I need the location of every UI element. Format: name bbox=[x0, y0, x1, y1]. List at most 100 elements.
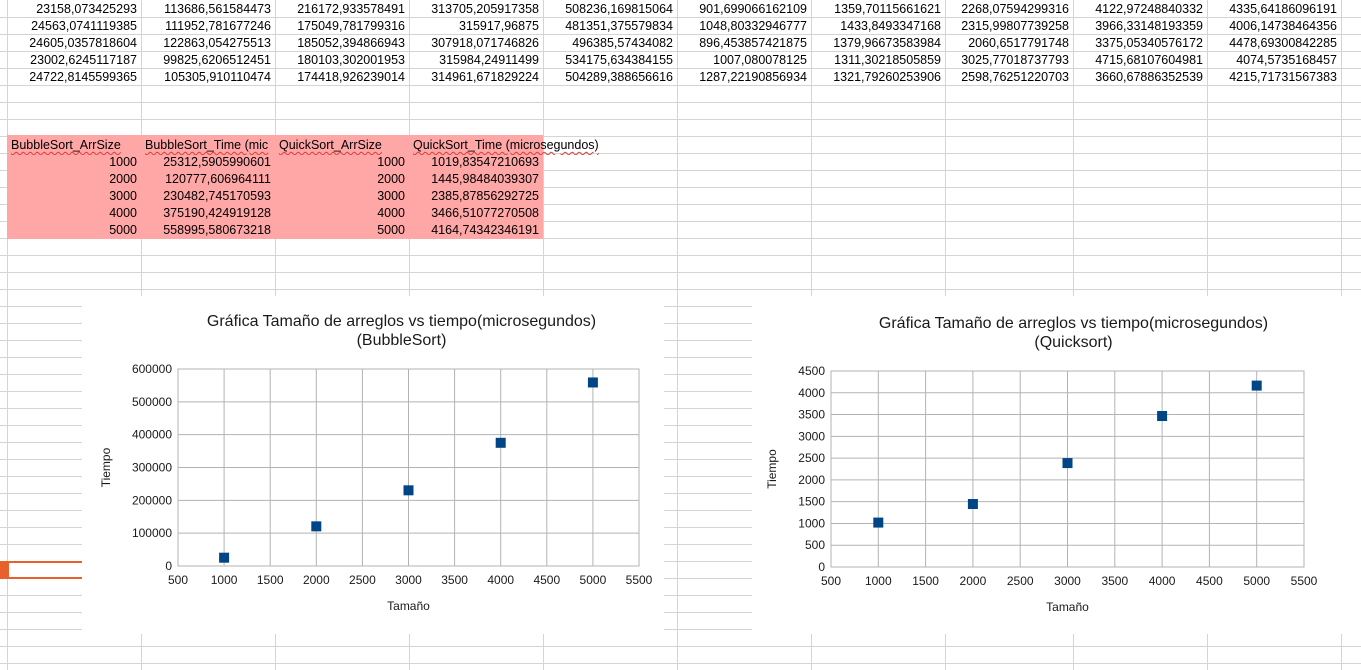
cell[interactable]: 4335,64186096191 bbox=[1229, 2, 1337, 16]
cell[interactable]: 315917,96875 bbox=[459, 19, 539, 33]
cell[interactable]: 3966,33148193359 bbox=[1095, 19, 1203, 33]
summary-header-cell[interactable]: QuickSort_Time (microsegundos) bbox=[409, 135, 609, 155]
cell[interactable]: 496385,57434082 bbox=[572, 36, 673, 50]
cell[interactable]: 313705,205917358 bbox=[431, 2, 539, 16]
row-gridline bbox=[0, 544, 1361, 545]
cell[interactable]: 4074,5735168457 bbox=[1236, 53, 1337, 67]
cell[interactable]: 1321,79260253906 bbox=[833, 70, 941, 84]
data-point[interactable] bbox=[1251, 380, 1262, 391]
cell[interactable]: 4000 bbox=[377, 206, 405, 220]
cell[interactable]: 1000 bbox=[377, 155, 405, 169]
summary-header-cell[interactable]: QuickSort_ArrSize bbox=[275, 135, 409, 155]
cell[interactable]: 375190,424919128 bbox=[163, 206, 271, 220]
cell[interactable]: 901,699066162109 bbox=[699, 2, 807, 16]
cell[interactable]: 99825,6206512451 bbox=[163, 53, 271, 67]
cell[interactable]: 230482,745170593 bbox=[163, 189, 271, 203]
cell[interactable]: 1000 bbox=[109, 155, 137, 169]
cell[interactable]: 216172,933578491 bbox=[297, 2, 405, 16]
cell[interactable]: 24605,0357818604 bbox=[29, 36, 137, 50]
summary-header-cell[interactable]: BubbleSort_ArrSize bbox=[7, 135, 141, 155]
cell[interactable]: 4215,71731567383 bbox=[1229, 70, 1337, 84]
cell[interactable]: 1311,30218505859 bbox=[834, 53, 941, 67]
data-point[interactable] bbox=[1157, 411, 1168, 422]
data-point[interactable] bbox=[587, 377, 598, 388]
data-point[interactable] bbox=[873, 517, 884, 528]
cell[interactable]: 1379,96673583984 bbox=[833, 36, 941, 50]
cell[interactable]: 307918,071746826 bbox=[431, 36, 539, 50]
cell[interactable]: 1445,98484039307 bbox=[431, 172, 539, 186]
cell[interactable]: 4000 bbox=[109, 206, 137, 220]
active-row-marker bbox=[0, 561, 7, 579]
data-point[interactable] bbox=[311, 521, 322, 532]
cell[interactable]: 175049,781799316 bbox=[297, 19, 405, 33]
data-point[interactable] bbox=[219, 552, 230, 563]
cell[interactable]: 2268,07594299316 bbox=[961, 2, 1069, 16]
cell[interactable]: 24722,8145599365 bbox=[29, 70, 137, 84]
cell[interactable]: 4122,97248840332 bbox=[1095, 2, 1203, 16]
cell[interactable]: 1359,70115661621 bbox=[834, 2, 941, 16]
data-point[interactable] bbox=[1062, 458, 1073, 469]
cell[interactable]: 508236,169815064 bbox=[565, 2, 673, 16]
cell[interactable]: 3025,77018737793 bbox=[961, 53, 1069, 67]
cell[interactable]: 1048,80332946777 bbox=[699, 19, 807, 33]
data-point[interactable] bbox=[495, 437, 506, 448]
cell[interactable]: 1433,8493347168 bbox=[840, 19, 941, 33]
cell[interactable]: 3466,51077270508 bbox=[431, 206, 539, 220]
cell[interactable]: 23158,073425293 bbox=[36, 2, 137, 16]
cell[interactable]: 314961,671829224 bbox=[431, 70, 539, 84]
cell[interactable]: 180103,302001953 bbox=[297, 53, 405, 67]
cell[interactable]: 504289,388656616 bbox=[565, 70, 673, 84]
cell[interactable]: 534175,634384155 bbox=[565, 53, 673, 67]
cell[interactable]: 113686,561584473 bbox=[164, 2, 271, 16]
cell[interactable]: 23002,6245117187 bbox=[30, 53, 137, 67]
cell[interactable]: 1007,080078125 bbox=[713, 53, 807, 67]
cell[interactable]: 4715,68107604981 bbox=[1095, 53, 1203, 67]
cell[interactable]: 481351,375579834 bbox=[565, 19, 673, 33]
cell[interactable]: 2315,99807739258 bbox=[961, 19, 1069, 33]
summary-header-text: BubbleSort_Time (mic bbox=[145, 138, 269, 152]
row-gridline bbox=[0, 323, 1361, 324]
cell[interactable]: 1287,22190856934 bbox=[699, 70, 807, 84]
cell[interactable]: 3660,67886352539 bbox=[1095, 70, 1203, 84]
summary-header-text: QuickSort_Time (microsegundos) bbox=[413, 138, 599, 152]
cell[interactable]: 896,453857421875 bbox=[699, 36, 807, 50]
bubblesort-chart[interactable]: Gráfica Tamaño de arreglos vs tiempo(mic… bbox=[82, 296, 664, 634]
data-point[interactable] bbox=[403, 485, 414, 496]
cell[interactable]: 2060,6517791748 bbox=[968, 36, 1069, 50]
cell[interactable]: 174418,926239014 bbox=[297, 70, 405, 84]
row-gridline bbox=[0, 221, 1361, 222]
cell[interactable]: 111952,781677246 bbox=[165, 19, 271, 33]
cell[interactable]: 120777,606964111 bbox=[165, 172, 271, 186]
cell[interactable]: 5000 bbox=[377, 223, 405, 237]
row-gridline bbox=[0, 68, 1361, 69]
cell[interactable]: 4478,69300842285 bbox=[1229, 36, 1337, 50]
cell[interactable]: 3375,05340576172 bbox=[1095, 36, 1203, 50]
row-gridline bbox=[0, 136, 1361, 137]
cell[interactable]: 185052,394866943 bbox=[297, 36, 405, 50]
cell[interactable]: 2000 bbox=[377, 172, 405, 186]
row-gridline bbox=[0, 289, 1361, 290]
plot-area bbox=[830, 370, 1305, 568]
chart-title: Gráfica Tamaño de arreglos vs tiempo(mic… bbox=[879, 315, 1268, 332]
cell[interactable]: 1019,83547210693 bbox=[431, 155, 539, 169]
cell[interactable]: 105305,910110474 bbox=[164, 70, 271, 84]
cell[interactable]: 122863,054275513 bbox=[163, 36, 271, 50]
cell[interactable]: 4006,14738464356 bbox=[1229, 19, 1337, 33]
cell[interactable]: 5000 bbox=[109, 223, 137, 237]
cell[interactable]: 3000 bbox=[377, 189, 405, 203]
cell[interactable]: 3000 bbox=[109, 189, 137, 203]
x-tick-label: 1000 bbox=[865, 574, 892, 588]
quicksort-chart[interactable]: Gráfica Tamaño de arreglos vs tiempo(mic… bbox=[752, 296, 1361, 634]
cell[interactable]: 558995,580673218 bbox=[163, 223, 271, 237]
cell[interactable]: 2000 bbox=[109, 172, 137, 186]
cell[interactable]: 24563,0741119385 bbox=[31, 19, 137, 33]
summary-header-cell[interactable]: BubbleSort_Time (mic bbox=[141, 135, 275, 155]
cell[interactable]: 2385,87856292725 bbox=[431, 189, 539, 203]
cell[interactable]: 315984,24911499 bbox=[439, 53, 539, 67]
cell[interactable]: 4164,74342346191 bbox=[431, 223, 539, 237]
cell[interactable]: 2598,76251220703 bbox=[961, 70, 1069, 84]
x-tick-label: 4000 bbox=[1149, 574, 1176, 588]
cell[interactable]: 25312,5905990601 bbox=[163, 155, 271, 169]
data-point[interactable] bbox=[967, 499, 978, 510]
